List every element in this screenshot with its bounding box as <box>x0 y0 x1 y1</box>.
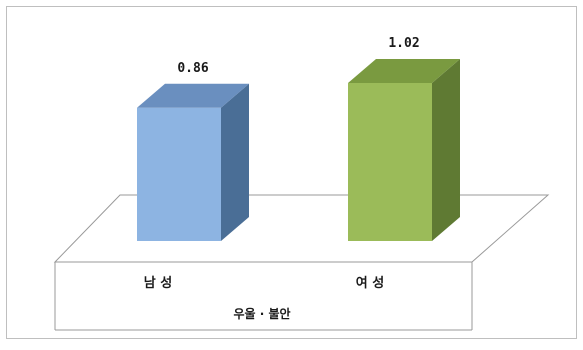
bar-female-top <box>348 59 460 83</box>
chart-floor <box>53 194 550 263</box>
category-label-female: 여 성 <box>356 275 384 291</box>
group-label: 우울 · 불안 <box>233 306 290 321</box>
bar-male-side <box>221 83 249 241</box>
data-label-female: 1.02 <box>388 36 419 51</box>
chart-border <box>6 6 577 339</box>
bar-male-front <box>137 107 221 241</box>
bar-female-side <box>432 59 460 241</box>
category-label-male: 남 성 <box>144 275 172 291</box>
bar-female-front <box>348 83 432 241</box>
data-label-male: 0.86 <box>177 61 208 76</box>
bars-group: 0.86 1.02 <box>137 36 460 241</box>
bar-male-top <box>137 83 249 108</box>
labels-group: 남 성 여 성 우울 · 불안 <box>144 275 384 321</box>
